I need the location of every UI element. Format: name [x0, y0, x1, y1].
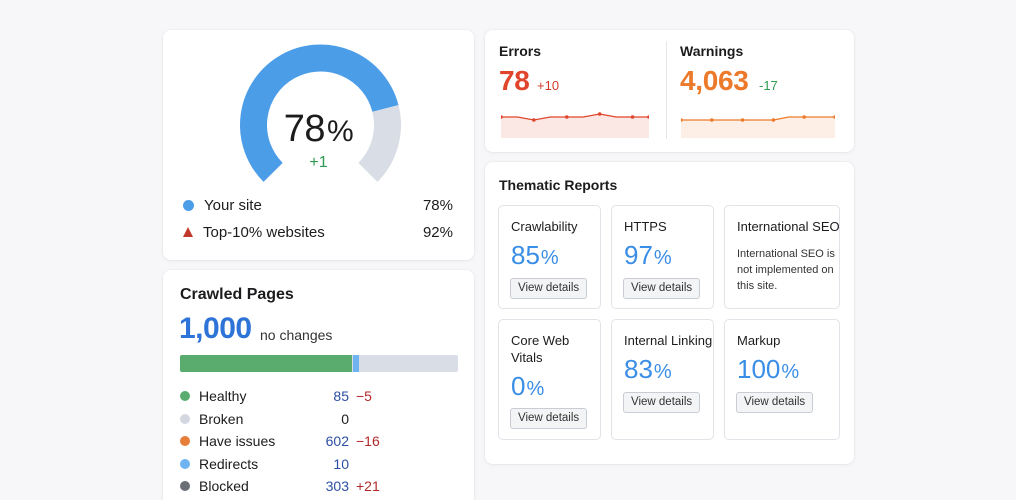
bar-segment-healthy[interactable] [180, 355, 353, 372]
crawl-row-blocked: Blocked 303 +21 [180, 475, 380, 498]
tile-internal-linking[interactable]: Internal Linking 83% View details [611, 319, 714, 440]
view-details-button[interactable]: View details [623, 392, 701, 413]
thematic-reports-card: Thematic Reports Crawlability 85% View d… [485, 162, 854, 464]
sparkline-point [532, 118, 536, 122]
crawled-pages-bar [180, 355, 458, 372]
crawl-label: Blocked [199, 478, 249, 495]
site-health-card: 78% +1 Your site 78% Top-10% websites 92… [163, 30, 474, 260]
sparkline-line [681, 116, 835, 121]
tile-name: HTTPS [624, 219, 667, 234]
crawl-row-redirects: Redirects 10 [180, 453, 380, 476]
legend-your-site: Your site 78% [183, 194, 453, 216]
site-health-delta: +1 [309, 154, 328, 171]
issues-divider [666, 41, 667, 139]
view-details-button[interactable]: View details [623, 278, 701, 299]
redirects-dot-icon [180, 458, 190, 469]
errors-panel: Errors 78 +10 [485, 30, 655, 152]
crawl-value[interactable]: 10 [333, 455, 349, 472]
triangle-marker-icon [183, 227, 193, 237]
crawl-label: Healthy [199, 388, 247, 405]
crawl-value: 0 [341, 410, 349, 427]
site-health-score: 78% [283, 108, 354, 150]
issues-card: Errors 78 +10 Warnings 4,063 -17 [485, 30, 854, 152]
sparkline-point [647, 115, 649, 119]
circle-dot-icon [183, 199, 194, 211]
crawl-value[interactable]: 602 [325, 433, 349, 450]
warnings-delta: -17 [759, 78, 778, 93]
view-details-button[interactable]: View details [736, 392, 814, 413]
warnings-title: Warnings [680, 43, 744, 59]
crawl-label: Broken [199, 410, 244, 427]
warnings-value[interactable]: 4,063 [680, 65, 749, 96]
tile-score: 85% [511, 240, 559, 270]
tile-name: International SEO [737, 219, 840, 234]
tile-name: Markup [737, 333, 781, 348]
blocked-dot-icon [180, 481, 190, 492]
tile-score: 97% [624, 240, 672, 270]
view-details-button[interactable]: View details [510, 408, 588, 429]
gauge-track [357, 104, 401, 182]
sparkline-point [681, 118, 683, 122]
gauge-fill [240, 44, 399, 182]
sparkline-line [501, 113, 649, 121]
bar-segment-redirects[interactable] [353, 355, 359, 372]
tile-score: 100% [737, 354, 800, 384]
tile-https[interactable]: HTTPS 97% View details [611, 205, 714, 309]
crawled-pages-title: Crawled Pages [180, 286, 294, 303]
site-health-gauge [240, 44, 401, 182]
sparkline-point [564, 115, 569, 119]
crawl-label: Have issues [199, 433, 276, 450]
crawled-pages-list: Healthy 85 −5 Broken 0 Have issues 602 −… [180, 385, 380, 498]
crawled-pages-total[interactable]: 1,000 [179, 312, 252, 345]
have-issues-dot-icon [180, 436, 190, 447]
view-details-button[interactable]: View details [510, 278, 588, 299]
tile-international-seo[interactable]: International SEO International SEO is n… [724, 205, 840, 309]
legend-top-websites: Top-10% websites 92% [183, 221, 453, 243]
sparkline-point [771, 118, 776, 122]
errors-title: Errors [499, 43, 542, 59]
warnings-sparkline [681, 115, 835, 138]
tile-core-web-vitals[interactable]: Core Web Vitals 0% View details [498, 319, 601, 440]
legend-value: 78% [422, 196, 453, 214]
sparkline-point [501, 115, 503, 119]
crawl-label: Redirects [199, 455, 259, 472]
tile-crawlability[interactable]: Crawlability 85% View details [498, 205, 601, 309]
sparkline-point [630, 115, 635, 119]
crawled-pages-card: Crawled Pages 1,000 no changes Healthy 8… [163, 270, 474, 500]
sparkline-point [802, 115, 806, 119]
crawl-value[interactable]: 85 [333, 388, 349, 405]
crawl-value[interactable]: 303 [325, 478, 349, 495]
tile-name: Core Web Vitals [511, 333, 570, 365]
tile-description: International SEO is not implemented on … [737, 248, 835, 292]
tile-name: Crawlability [511, 219, 578, 234]
crawl-delta: +21 [356, 478, 380, 495]
crawl-row-have-issues: Have issues 602 −16 [180, 430, 380, 453]
crawl-delta: −5 [356, 388, 372, 405]
sparkline-point [740, 118, 745, 122]
broken-dot-icon [180, 413, 190, 424]
tile-markup[interactable]: Markup 100% View details [724, 319, 840, 440]
warnings-panel: Warnings 4,063 -17 [666, 30, 836, 152]
sparkline-point [833, 115, 835, 119]
thematic-reports-title: Thematic Reports [499, 177, 618, 193]
legend-label: Top-10% websites [203, 223, 325, 241]
healthy-dot-icon [180, 391, 190, 402]
sparkline-point [597, 112, 602, 116]
crawl-delta: −16 [356, 433, 380, 450]
tile-score: 83% [624, 354, 672, 384]
errors-value[interactable]: 78 [499, 65, 530, 96]
crawled-pages-note: no changes [260, 327, 333, 343]
errors-delta: +10 [537, 78, 560, 93]
sparkline-point [710, 118, 714, 122]
tile-score: 0% [511, 371, 545, 401]
crawl-row-healthy: Healthy 85 −5 [180, 385, 380, 408]
tile-name: Internal Linking [624, 333, 713, 348]
legend-value: 92% [422, 223, 453, 241]
crawl-row-broken: Broken 0 [180, 408, 380, 431]
legend-label: Your site [204, 196, 262, 214]
sparkline-area [501, 114, 649, 138]
errors-sparkline [501, 112, 649, 138]
sparkline-area [681, 117, 835, 138]
